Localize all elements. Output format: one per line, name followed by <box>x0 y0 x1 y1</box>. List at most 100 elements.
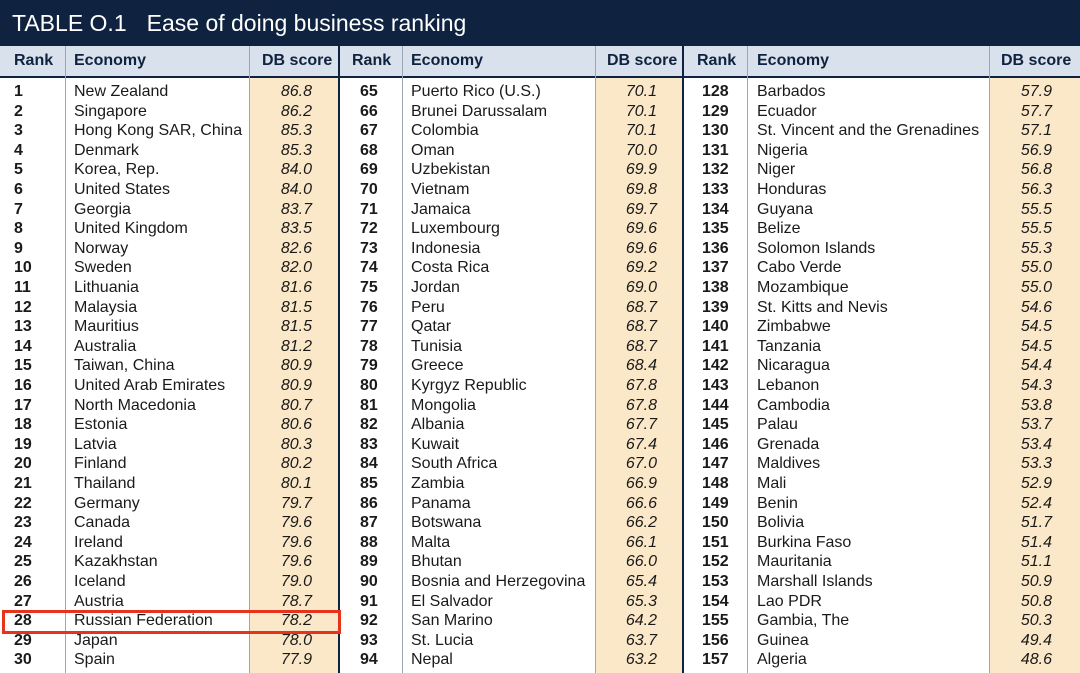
table-row: 73 Indonesia 69.6 <box>0 239 1080 259</box>
score-cell: 79.6 <box>280 514 312 532</box>
rank-cell: 3 <box>14 122 23 140</box>
economy-cell: Estonia <box>74 416 128 434</box>
economy-cell: New Zealand <box>74 83 169 100</box>
economy-cell: Zambia <box>411 475 465 492</box>
table-row: 29 Japan 78.0 <box>0 631 1080 651</box>
table-row: 30 Spain 77.9 <box>0 650 1080 670</box>
score-cell: 67.4 <box>625 435 657 453</box>
table-row: 19 Latvia 80.3 <box>0 435 1080 455</box>
score-cell: 77.9 <box>280 651 312 669</box>
table-row: 13 Mauritius 81.5 <box>0 317 1080 337</box>
score-cell: 78.2 <box>280 612 312 630</box>
score-cell: 86.8 <box>280 83 312 100</box>
economy-cell: Colombia <box>411 122 479 140</box>
rank-cell: 144 <box>702 396 729 414</box>
column-divider <box>402 46 403 673</box>
table-row: 135 Belize 55.5 <box>0 219 1080 239</box>
rank-cell: 76 <box>360 298 378 316</box>
rank-cell: 78 <box>360 337 378 355</box>
economy-cell: El Salvador <box>411 592 493 610</box>
table-row: 8 United Kingdom 83.5 <box>0 219 1080 239</box>
economy-cell: Bolivia <box>757 514 805 532</box>
rank-cell: 136 <box>702 239 729 257</box>
rank-cell: 130 <box>702 122 729 140</box>
economy-cell: Kazakhstan <box>74 553 158 571</box>
table-label: TABLE O.1 <box>12 9 127 36</box>
economy-cell: Thailand <box>74 475 136 492</box>
economy-cell: Malta <box>411 533 451 551</box>
economy-cell: Oman <box>411 141 455 159</box>
table-row: 91 El Salvador 65.3 <box>0 592 1080 612</box>
rank-cell: 156 <box>702 631 729 649</box>
score-cell: 81.2 <box>280 337 312 355</box>
score-cell: 50.3 <box>1020 612 1052 630</box>
rank-cell: 157 <box>702 651 729 669</box>
economy-cell: Greece <box>411 357 464 375</box>
rank-cell: 82 <box>360 416 378 434</box>
score-cell: 84.0 <box>280 181 312 198</box>
table-row: 81 Mongolia 67.8 <box>0 396 1080 416</box>
rank-cell: 129 <box>702 102 729 120</box>
table-row: 86 Panama 66.6 <box>0 494 1080 514</box>
economy-cell: Cabo Verde <box>757 259 842 277</box>
score-cell: 80.9 <box>280 357 312 375</box>
economy-cell: South Africa <box>411 455 498 473</box>
rank-cell: 147 <box>702 455 729 473</box>
table-row: 88 Malta 66.1 <box>0 533 1080 553</box>
table-row: 28 Russian Federation 78.2 <box>0 611 1080 631</box>
rank-cell: 15 <box>14 357 32 375</box>
economy-cell: Nicaragua <box>757 357 830 375</box>
table-row: 6 United States 84.0 <box>0 180 1080 200</box>
economy-cell: Malaysia <box>74 298 138 316</box>
table-row: 25 Kazakhstan 79.6 <box>0 552 1080 572</box>
economy-cell: Belize <box>757 220 801 238</box>
table-row: 72 Luxembourg 69.6 <box>0 219 1080 239</box>
score-cell: 68.7 <box>625 318 657 336</box>
rank-cell: 72 <box>360 220 378 238</box>
score-cell: 65.3 <box>625 592 657 610</box>
header-rank-2: Rank <box>352 52 392 69</box>
rank-cell: 138 <box>702 279 729 296</box>
rank-cell: 21 <box>14 475 32 492</box>
table-row: 76 Peru 68.7 <box>0 298 1080 318</box>
rank-cell: 4 <box>14 141 23 159</box>
score-cell: 67.8 <box>625 396 657 414</box>
score-cell: 81.6 <box>280 279 312 296</box>
score-cell: 79.0 <box>280 573 312 590</box>
rank-cell: 143 <box>702 377 729 394</box>
rank-cell: 148 <box>702 475 729 492</box>
economy-cell: Tunisia <box>411 337 462 355</box>
rank-cell: 24 <box>14 533 32 551</box>
score-cell: 66.9 <box>625 475 657 492</box>
score-cell: 82.0 <box>280 259 312 277</box>
table-row: 83 Kuwait 67.4 <box>0 435 1080 455</box>
rank-cell: 9 <box>14 239 23 257</box>
economy-cell: Korea, Rep. <box>74 161 160 179</box>
economy-cell: Bhutan <box>411 553 462 571</box>
economy-cell: Barbados <box>757 83 826 100</box>
table-row: 149 Benin 52.4 <box>0 494 1080 514</box>
score-cell: 80.7 <box>280 396 312 414</box>
table-row: 78 Tunisia 68.7 <box>0 337 1080 357</box>
economy-cell: United States <box>74 181 171 198</box>
score-cell: 63.2 <box>625 651 657 669</box>
table-row: 155 Gambia, The 50.3 <box>0 611 1080 631</box>
economy-cell: United Arab Emirates <box>74 377 226 394</box>
rank-cell: 154 <box>702 592 729 610</box>
table-row: 150 Bolivia 51.7 <box>0 513 1080 533</box>
score-cell: 80.6 <box>280 416 312 434</box>
economy-cell: Jordan <box>411 279 460 296</box>
economy-cell: Peru <box>411 298 445 316</box>
rank-cell: 10 <box>14 259 32 277</box>
score-cell: 70.1 <box>625 83 657 100</box>
score-cell: 54.6 <box>1020 298 1052 316</box>
table-row: 141 Tanzania 54.5 <box>0 337 1080 357</box>
economy-cell: Guyana <box>757 200 814 218</box>
table-row: 20 Finland 80.2 <box>0 454 1080 474</box>
score-cell: 83.7 <box>280 200 312 218</box>
score-cell: 50.9 <box>1020 573 1052 590</box>
column-divider <box>989 46 990 673</box>
economy-cell: Nepal <box>411 651 453 669</box>
score-cell: 79.7 <box>280 494 312 512</box>
score-cell: 50.8 <box>1020 592 1052 610</box>
